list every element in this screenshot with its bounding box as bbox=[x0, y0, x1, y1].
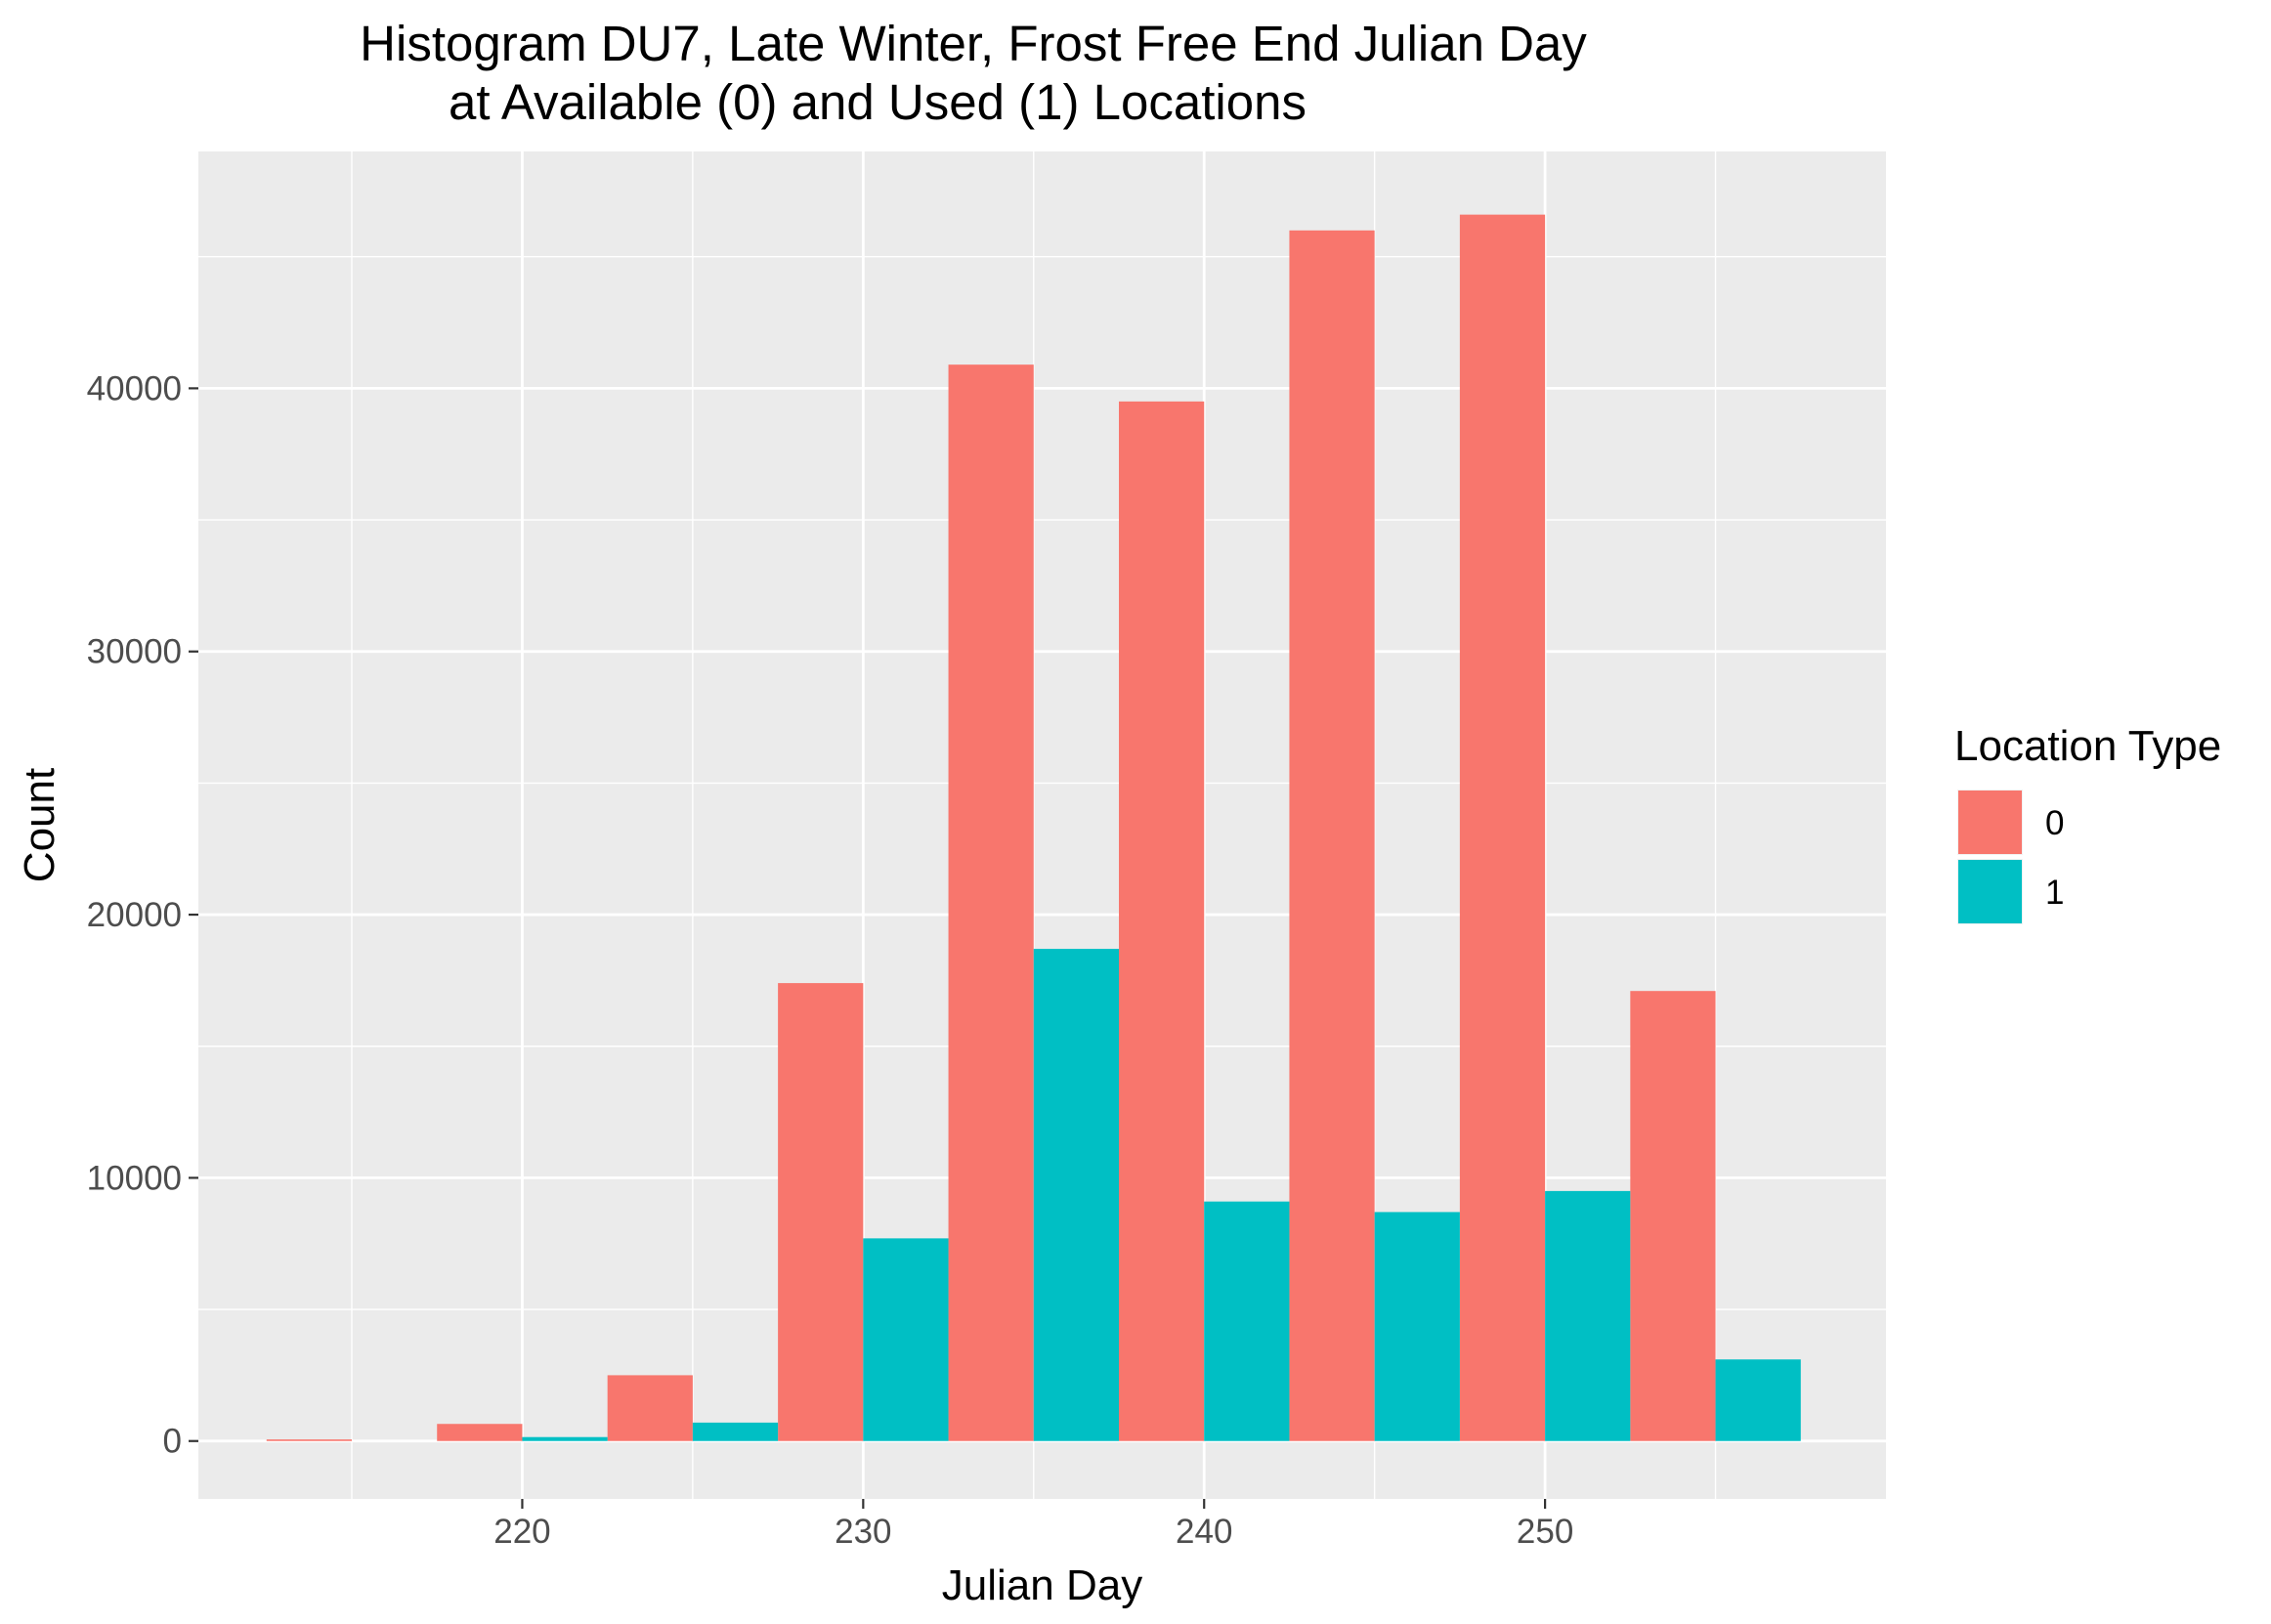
title-line-2: at Available (0) and Used (1) Locations bbox=[449, 74, 1307, 130]
y-tick-label: 40000 bbox=[87, 369, 182, 407]
bar-series-0-bin-230 bbox=[778, 983, 864, 1441]
bar-series-0-bin-225 bbox=[607, 1375, 693, 1441]
bar-series-1-bin-220 bbox=[522, 1436, 608, 1441]
bar-series-0-bin-235 bbox=[948, 364, 1034, 1441]
y-tick-label: 20000 bbox=[87, 896, 182, 934]
bar-series-1-bin-240 bbox=[1204, 1201, 1290, 1441]
legend-title: Location Type bbox=[1954, 722, 2221, 770]
bar-series-0-bin-220 bbox=[437, 1424, 523, 1441]
bar-series-0-bin-245 bbox=[1289, 230, 1375, 1441]
x-axis-title: Julian Day bbox=[942, 1561, 1142, 1609]
bar-series-1-bin-245 bbox=[1374, 1212, 1460, 1441]
bar-series-1-bin-255 bbox=[1715, 1359, 1801, 1441]
bars bbox=[266, 214, 1801, 1441]
bar-series-0-bin-215 bbox=[266, 1439, 352, 1441]
title-line-1: Histogram DU7, Late Winter, Frost Free E… bbox=[360, 16, 1587, 71]
bar-series-1-bin-250 bbox=[1545, 1190, 1631, 1441]
bar-series-0-bin-240 bbox=[1119, 401, 1205, 1441]
legend-label-1: 1 bbox=[2045, 874, 2064, 912]
x-tick-label: 220 bbox=[493, 1513, 550, 1551]
y-axis-title: Count bbox=[16, 768, 64, 882]
bar-series-1-bin-230 bbox=[863, 1238, 949, 1441]
legend-swatch-1 bbox=[1958, 860, 2022, 923]
y-tick-label: 0 bbox=[163, 1423, 182, 1461]
y-tick-label: 10000 bbox=[87, 1159, 182, 1197]
legend: Location Type 0 1 bbox=[1954, 722, 2221, 924]
bar-series-0-bin-255 bbox=[1630, 991, 1716, 1441]
x-tick-label: 230 bbox=[835, 1513, 891, 1551]
chart-title: Histogram DU7, Late Winter, Frost Free E… bbox=[360, 16, 1587, 130]
x-tick-label: 250 bbox=[1517, 1513, 1573, 1551]
bar-series-1-bin-235 bbox=[1033, 949, 1119, 1441]
legend-swatch-0 bbox=[1958, 791, 2022, 854]
y-tick-label: 30000 bbox=[87, 633, 182, 671]
bar-series-1-bin-225 bbox=[692, 1422, 779, 1441]
x-axis: 220 230 240 250 bbox=[493, 1499, 1573, 1551]
y-axis: 0 10000 20000 30000 40000 bbox=[87, 369, 198, 1461]
legend-label-0: 0 bbox=[2045, 804, 2064, 842]
x-tick-label: 240 bbox=[1176, 1513, 1232, 1551]
bar-series-0-bin-250 bbox=[1459, 214, 1546, 1441]
